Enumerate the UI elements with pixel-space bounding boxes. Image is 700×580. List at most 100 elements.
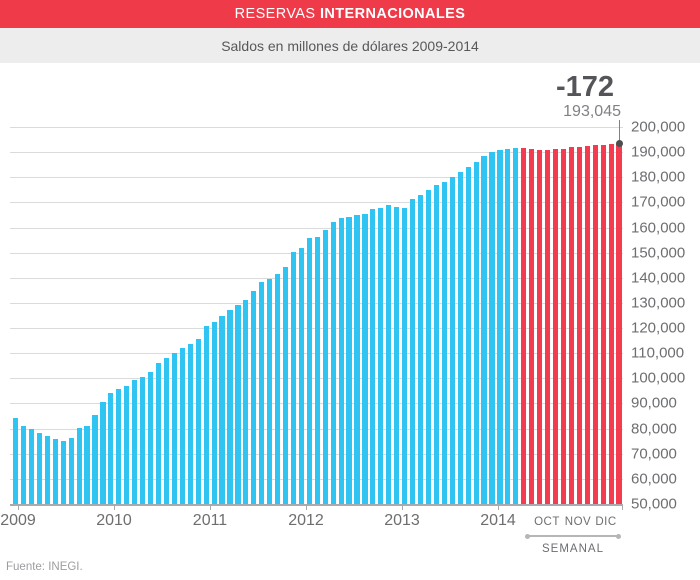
weekly-bar [608, 144, 614, 504]
chart-subtitle: Saldos en millones de dólares 2009-2014 [221, 37, 479, 54]
chart-title: RESERVAS INTERNACIONALES [235, 6, 466, 22]
monthly-bar [28, 428, 35, 504]
year-label: 2012 [288, 512, 324, 529]
app-header: RESERVAS INTERNACIONALES [0, 0, 700, 28]
monthly-bar [235, 304, 241, 504]
gridline [10, 202, 623, 204]
monthly-bar [44, 436, 50, 504]
monthly-bar [203, 325, 209, 504]
year-label: 2009 [0, 512, 36, 529]
monthly-bar [338, 218, 344, 504]
monthly-bar [108, 393, 114, 504]
monthly-bar [251, 290, 257, 504]
monthly-bar [473, 161, 479, 504]
month-label: DIC [595, 516, 617, 528]
monthly-bar [346, 216, 352, 504]
y-axis-label: 120,000 [631, 319, 686, 337]
monthly-bar [314, 236, 320, 504]
y-axis-label: 90,000 [631, 394, 677, 412]
y-axis-label: 130,000 [631, 294, 686, 312]
semanal-bracket-dot [615, 533, 621, 539]
monthly-bar [211, 321, 217, 504]
weekly-bar [529, 148, 535, 504]
monthly-bar [76, 427, 82, 504]
monthly-bar [513, 148, 519, 504]
monthly-bar [60, 441, 66, 504]
y-axis-label: 170,000 [631, 193, 686, 211]
monthly-bar [243, 299, 249, 504]
monthly-bar [425, 190, 432, 504]
monthly-bar [433, 184, 439, 504]
axis-tick [306, 505, 307, 510]
monthly-bar [195, 339, 201, 504]
axis-tick [402, 505, 403, 510]
weekly-bar [616, 144, 622, 504]
monthly-bar [36, 432, 42, 504]
axis-tick [18, 505, 19, 510]
gridline [10, 227, 623, 229]
monthly-bar [92, 414, 98, 504]
y-axis-label: 60,000 [631, 470, 677, 488]
weekly-bar [544, 150, 551, 504]
gridline [10, 152, 623, 154]
monthly-bar [219, 316, 225, 504]
y-axis-label: 200,000 [631, 118, 686, 136]
y-axis-label: 150,000 [631, 244, 686, 262]
monthly-bar [259, 282, 265, 504]
monthly-bar [116, 388, 122, 504]
y-axis-label: 80,000 [631, 420, 677, 438]
semanal-bracket [527, 535, 618, 537]
y-axis-label: 110,000 [631, 344, 685, 362]
semanal-label: SEMANAL [542, 543, 604, 555]
chart-title-regular: RESERVAS [234, 6, 316, 22]
y-axis-label: 100,000 [631, 369, 686, 387]
monthly-bar [140, 377, 146, 504]
monthly-bar [227, 309, 233, 504]
monthly-bar [52, 438, 58, 504]
y-axis-label: 180,000 [631, 168, 686, 186]
source-note: Fuente: INEGI. [6, 561, 83, 573]
y-axis-label: 70,000 [631, 445, 677, 463]
month-label: NOV [564, 516, 592, 528]
monthly-bar [100, 401, 106, 504]
axis-tick [622, 505, 623, 510]
monthly-bar [394, 207, 400, 504]
monthly-bar [362, 214, 368, 504]
weekly-bar [537, 149, 543, 504]
monthly-bar [290, 251, 297, 504]
monthly-bar [370, 209, 376, 504]
weekly-bar [592, 145, 598, 504]
monthly-bar [489, 152, 495, 504]
gridline [10, 127, 623, 128]
y-axis-label: 160,000 [631, 219, 686, 237]
year-label: 2013 [384, 512, 420, 529]
y-axis-label: 140,000 [631, 269, 686, 287]
monthly-bar [187, 344, 193, 504]
year-label: 2010 [96, 512, 132, 529]
monthly-bar [330, 221, 336, 504]
monthly-bar [171, 353, 177, 504]
annotation-value: 193,045 [563, 103, 621, 120]
monthly-bar [275, 273, 281, 504]
annotation-change: -172 [555, 71, 614, 103]
monthly-bar [449, 177, 455, 504]
monthly-bar [505, 148, 511, 504]
monthly-bar [457, 171, 463, 504]
chart-subtitle-band: Saldos en millones de dólares 2009-2014 [0, 28, 700, 63]
monthly-bar [417, 195, 424, 504]
weekly-bar [560, 148, 567, 504]
weekly-bar [584, 146, 590, 504]
monthly-bar [267, 278, 273, 504]
year-label: 2011 [192, 512, 228, 529]
weekly-bar [600, 144, 606, 504]
monthly-bar [132, 380, 138, 504]
gridline [10, 177, 623, 179]
data-point-dot [615, 140, 623, 148]
y-axis-label: 50,000 [631, 495, 677, 513]
weekly-bar [521, 148, 527, 504]
leader-line [618, 120, 620, 143]
monthly-bar [163, 358, 170, 504]
monthly-bar [147, 371, 154, 504]
bar-chart: 200,000 190,000 180,000 170,000 160,000 150,0… [0, 63, 700, 555]
